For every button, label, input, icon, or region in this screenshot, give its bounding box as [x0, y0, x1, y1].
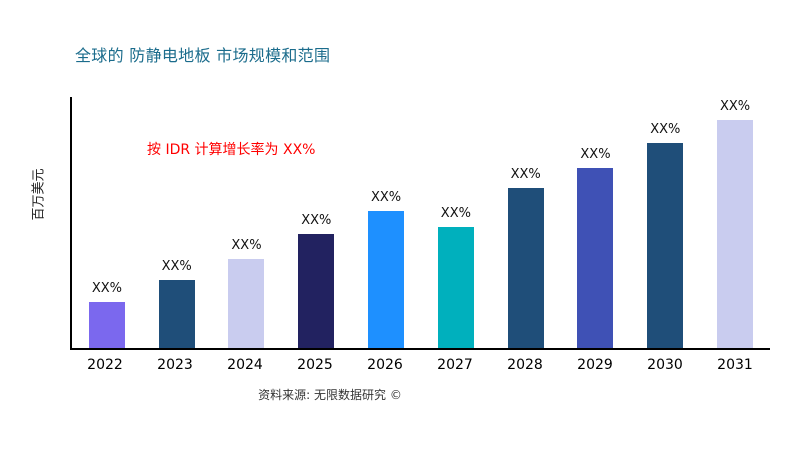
- x-tick-label: 2026: [367, 357, 403, 373]
- bar-value-label: XX%: [301, 212, 332, 228]
- bar[interactable]: [507, 188, 544, 348]
- bar-value-label: XX%: [440, 206, 471, 222]
- x-tick-label: 2024: [227, 357, 263, 373]
- bar[interactable]: [577, 167, 614, 348]
- bar-value-label: XX%: [719, 98, 751, 114]
- x-tick-label: 2027: [437, 357, 473, 373]
- bar-group: XX%: [142, 97, 212, 348]
- growth-annotation: 按 IDR 计算增长率为 XX%: [147, 142, 316, 158]
- y-axis-label: 百万美元: [31, 168, 47, 221]
- x-tick-label: 2031: [717, 357, 753, 373]
- bar-group: XX%: [700, 97, 770, 348]
- bar[interactable]: [368, 211, 405, 348]
- bar-group: XX%: [630, 97, 700, 348]
- x-tick-label: 2028: [507, 357, 543, 373]
- bar-group: XX%: [212, 97, 282, 348]
- bar-group: XX%: [561, 97, 631, 348]
- x-axis-labels: 2022 2023 2024 2025 2026 2027 2028 2029 2030 2031: [70, 357, 770, 373]
- bar-value-label: XX%: [371, 190, 402, 206]
- chart-title: 全球的 防静电地板 市场规模和范围: [75, 46, 331, 65]
- x-tick-label: 2030: [647, 357, 683, 373]
- bar[interactable]: [88, 302, 125, 348]
- bar[interactable]: [717, 119, 754, 348]
- bar-group: XX%: [351, 97, 421, 348]
- x-tick-label: 2022: [87, 357, 123, 373]
- bar-group: XX%: [281, 97, 351, 348]
- bar-value-label: XX%: [580, 146, 611, 162]
- source-note: 资料来源: 无限数据研究 ©: [258, 388, 402, 402]
- x-tick-label: 2029: [577, 357, 613, 373]
- bars: XX% XX% XX% XX% XX% XX% XX% XX% XX% XX%: [72, 97, 770, 348]
- bar[interactable]: [298, 233, 335, 348]
- bar-value-label: XX%: [510, 167, 541, 183]
- bar-group: XX%: [421, 97, 491, 348]
- bar[interactable]: [158, 279, 195, 348]
- bar[interactable]: [437, 227, 474, 348]
- bar-group: XX%: [72, 97, 142, 348]
- bar-value-label: XX%: [231, 238, 262, 254]
- bar-value-label: XX%: [650, 121, 681, 137]
- x-tick-label: 2023: [157, 357, 193, 373]
- bar[interactable]: [647, 142, 684, 348]
- bar-value-label: XX%: [91, 281, 122, 297]
- bar-group: XX%: [491, 97, 561, 348]
- bar[interactable]: [228, 259, 265, 348]
- x-tick-label: 2025: [297, 357, 333, 373]
- plot-area: 按 IDR 计算增长率为 XX% XX% XX% XX% XX% XX% XX% XX% XX…: [70, 97, 770, 350]
- bar-value-label: XX%: [161, 258, 192, 274]
